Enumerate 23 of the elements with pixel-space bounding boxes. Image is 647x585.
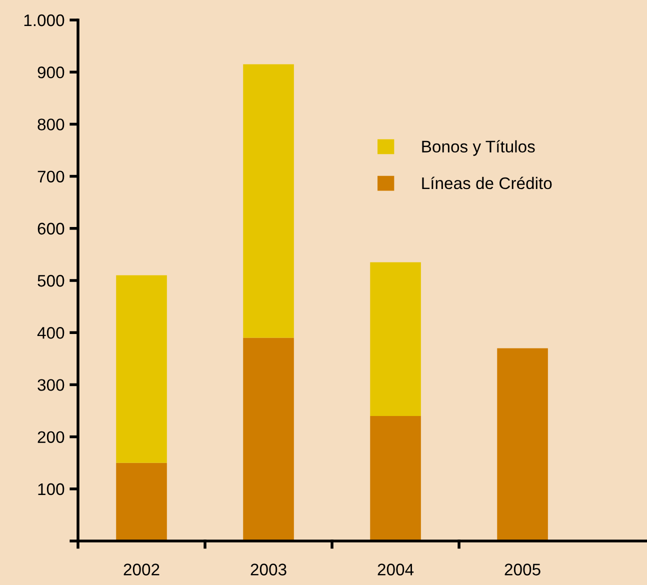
y-tick-label: 800 (38, 118, 64, 130)
legend-label: Líneas de Crédito (422, 176, 552, 190)
x-tick-label: 2004 (378, 564, 414, 576)
x-tick-label: 2002 (124, 564, 160, 576)
bar (497, 348, 548, 541)
legend-label: Bonos y Títulos (422, 140, 535, 156)
bar (370, 416, 421, 541)
y-tick-label: 700 (38, 170, 64, 183)
y-tick-label: 300 (38, 379, 64, 391)
bar (370, 262, 421, 416)
y-tick-label: 1.000 (24, 14, 64, 26)
y-tick-label: 900 (38, 66, 64, 78)
bar (116, 275, 167, 463)
bar (243, 64, 294, 338)
bar (116, 462, 167, 541)
x-tick-label: 2003 (250, 564, 286, 576)
y-tick-label: 500 (38, 274, 64, 287)
bar (243, 338, 294, 541)
y-tick-label: 600 (38, 222, 64, 235)
y-tick-label: 100 (38, 483, 64, 496)
y-tick-label: 200 (38, 431, 64, 444)
x-tick-label: 2005 (504, 564, 540, 576)
y-tick-label: 400 (37, 327, 64, 339)
